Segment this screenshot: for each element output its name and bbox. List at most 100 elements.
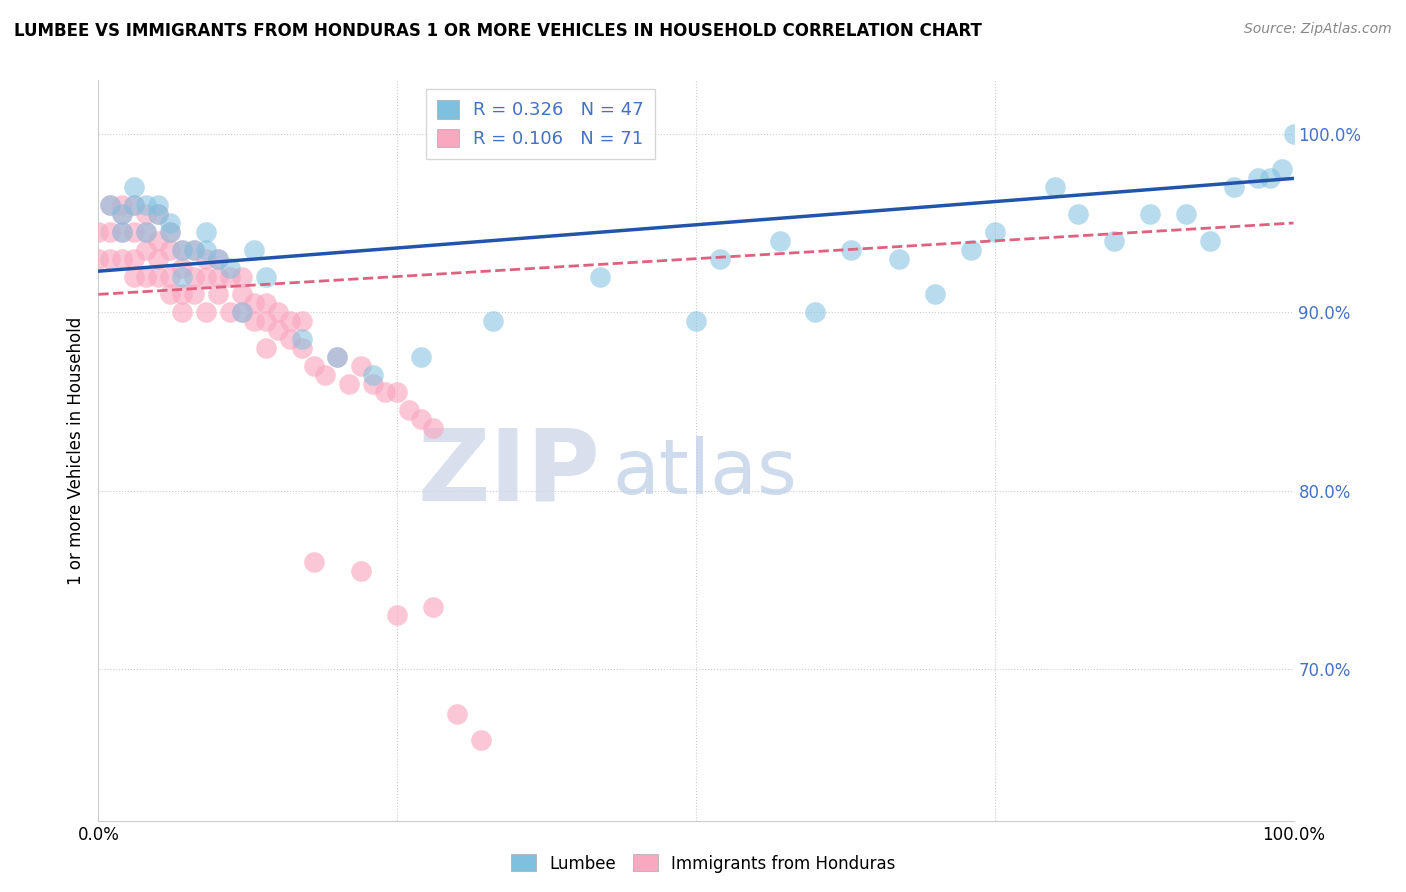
Point [1139, 207, 1161, 221]
Point [135, 225, 157, 239]
Point [111, 225, 134, 239]
Point [159, 269, 181, 284]
Point [98, 198, 122, 212]
Point [278, 332, 301, 346]
Point [326, 350, 349, 364]
Point [124, 180, 146, 194]
Point [446, 706, 468, 721]
Point [385, 385, 409, 400]
Point [111, 252, 134, 266]
Point [1043, 180, 1066, 194]
Point [87, 225, 110, 239]
Point [159, 216, 181, 230]
Point [159, 287, 181, 301]
Point [111, 198, 134, 212]
Point [411, 412, 433, 426]
Point [254, 341, 277, 355]
Point [195, 269, 218, 284]
Point [124, 198, 146, 212]
Point [148, 269, 170, 284]
Point [1067, 207, 1090, 221]
Point [889, 252, 911, 266]
Point [1104, 234, 1126, 248]
Point [219, 260, 242, 275]
Point [148, 198, 170, 212]
Point [135, 269, 157, 284]
Point [124, 269, 146, 284]
Point [804, 305, 827, 319]
Point [1247, 171, 1270, 186]
Point [231, 269, 253, 284]
Point [207, 252, 229, 266]
Point [98, 198, 122, 212]
Y-axis label: 1 or more Vehicles in Household: 1 or more Vehicles in Household [66, 317, 84, 584]
Point [841, 243, 863, 257]
Point [231, 305, 253, 319]
Point [326, 350, 349, 364]
Point [87, 252, 110, 266]
Point [267, 323, 290, 337]
Point [411, 350, 433, 364]
Point [172, 243, 194, 257]
Point [302, 555, 325, 569]
Point [207, 269, 229, 284]
Point [172, 269, 194, 284]
Point [291, 332, 314, 346]
Point [1175, 207, 1198, 221]
Point [159, 225, 181, 239]
Point [111, 225, 134, 239]
Point [219, 269, 242, 284]
Point [98, 252, 122, 266]
Point [470, 733, 492, 747]
Point [984, 225, 1007, 239]
Point [254, 314, 277, 328]
Point [183, 269, 205, 284]
Point [363, 368, 385, 382]
Point [135, 198, 157, 212]
Point [350, 359, 373, 373]
Point [183, 243, 205, 257]
Point [302, 359, 325, 373]
Point [243, 243, 266, 257]
Point [195, 252, 218, 266]
Point [1258, 171, 1281, 186]
Point [195, 243, 218, 257]
Point [768, 234, 790, 248]
Point [148, 252, 170, 266]
Point [172, 287, 194, 301]
Text: LUMBEE VS IMMIGRANTS FROM HONDURAS 1 OR MORE VEHICLES IN HOUSEHOLD CORRELATION C: LUMBEE VS IMMIGRANTS FROM HONDURAS 1 OR … [14, 22, 981, 40]
Point [135, 207, 157, 221]
Point [148, 234, 170, 248]
Point [291, 314, 314, 328]
Text: ZIP: ZIP [418, 425, 600, 521]
Point [243, 314, 266, 328]
Point [481, 314, 505, 328]
Point [219, 305, 242, 319]
Point [183, 243, 205, 257]
Point [243, 296, 266, 310]
Point [339, 376, 361, 391]
Point [1282, 127, 1305, 141]
Point [98, 225, 122, 239]
Point [960, 243, 983, 257]
Point [172, 260, 194, 275]
Point [148, 207, 170, 221]
Text: Source: ZipAtlas.com: Source: ZipAtlas.com [1244, 22, 1392, 37]
Point [589, 269, 612, 284]
Point [231, 305, 253, 319]
Point [254, 269, 277, 284]
Point [172, 243, 194, 257]
Point [135, 225, 157, 239]
Point [195, 305, 218, 319]
Point [124, 225, 146, 239]
Point [111, 207, 134, 221]
Point [278, 314, 301, 328]
Point [291, 341, 314, 355]
Point [1199, 234, 1222, 248]
Point [183, 287, 205, 301]
Point [709, 252, 731, 266]
Point [924, 287, 946, 301]
Point [207, 287, 229, 301]
Point [124, 198, 146, 212]
Point [363, 376, 385, 391]
